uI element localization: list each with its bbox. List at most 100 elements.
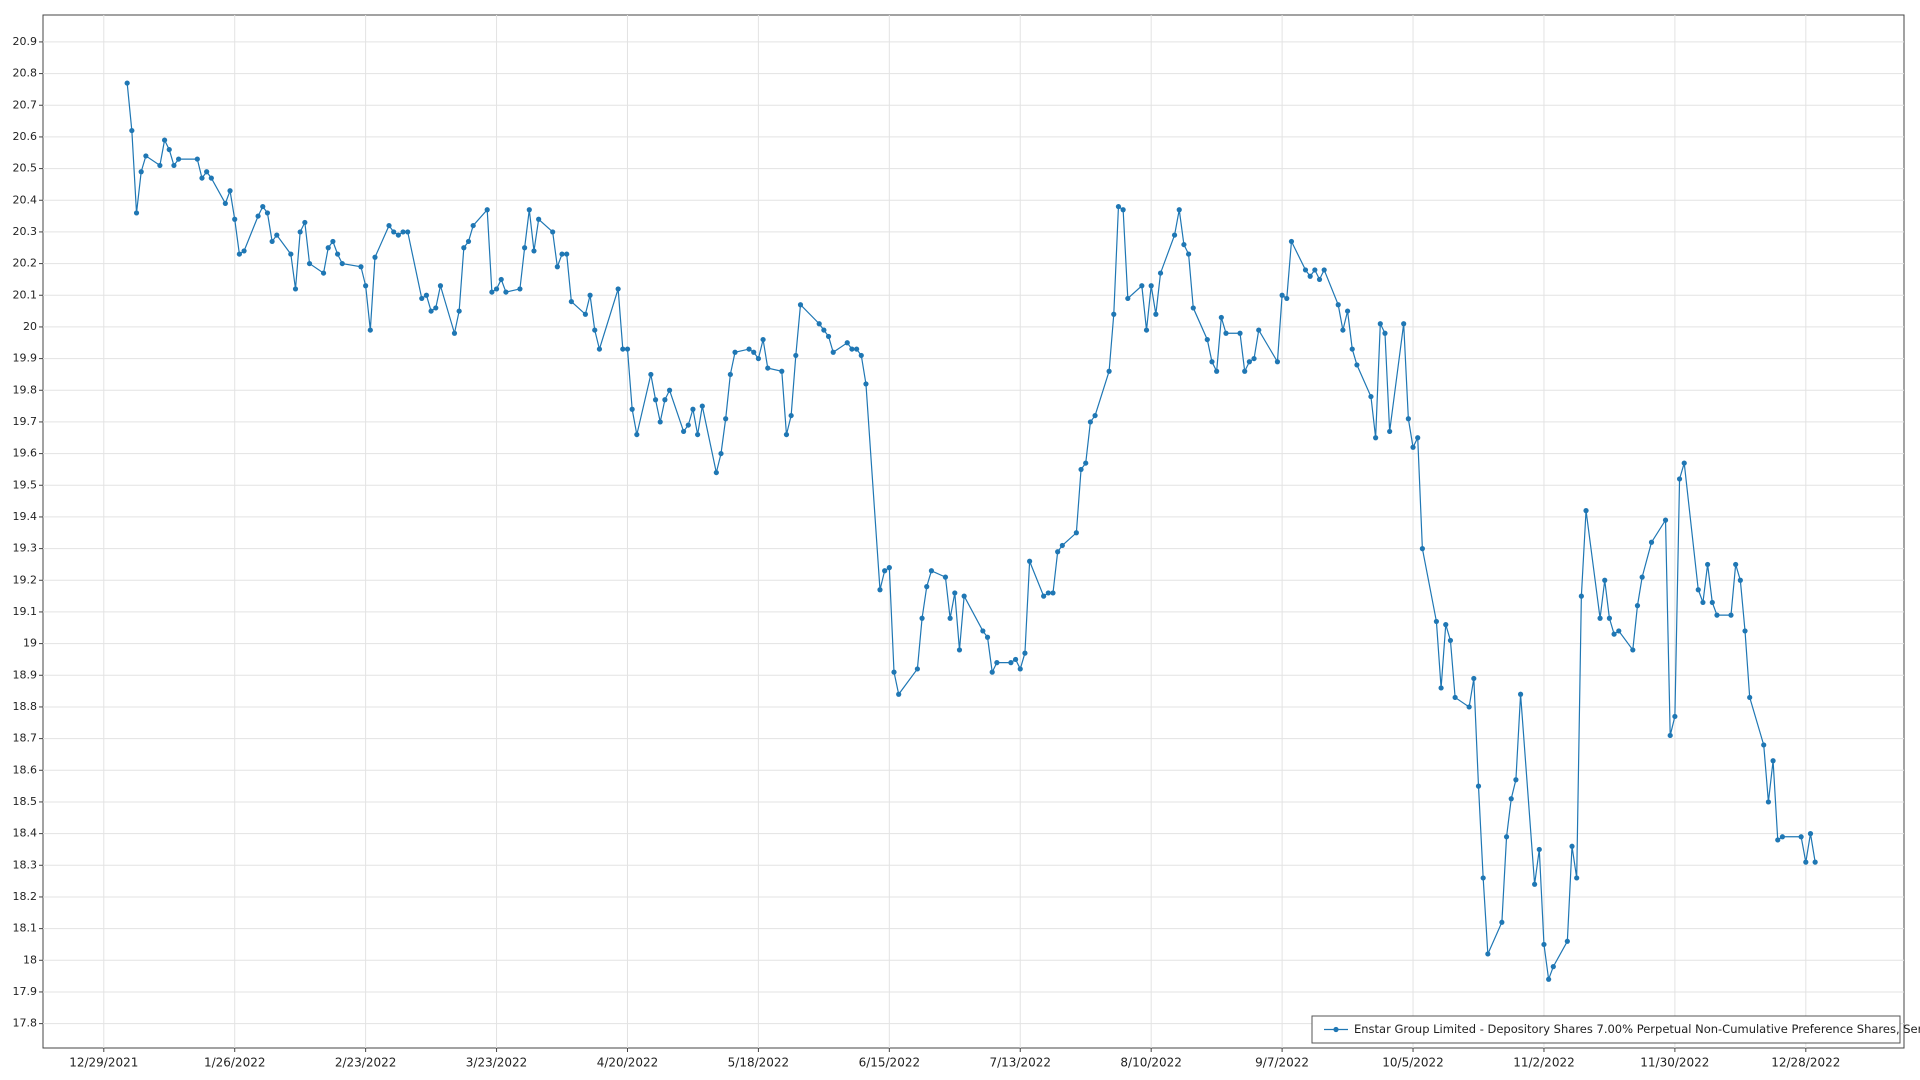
data-point bbox=[1373, 435, 1379, 441]
data-point bbox=[1639, 574, 1645, 580]
data-point bbox=[690, 406, 696, 412]
data-point bbox=[372, 254, 378, 260]
data-point bbox=[765, 365, 771, 371]
y-tick-label: 19.3 bbox=[13, 542, 38, 555]
data-point bbox=[592, 327, 598, 333]
data-point bbox=[1139, 283, 1145, 289]
data-point bbox=[783, 431, 790, 438]
data-point bbox=[1480, 875, 1486, 881]
data-point bbox=[1368, 393, 1374, 400]
data-point bbox=[1321, 267, 1327, 273]
data-point bbox=[1012, 656, 1019, 663]
y-tick-label: 18.1 bbox=[13, 922, 38, 935]
data-point bbox=[1214, 368, 1220, 374]
data-point bbox=[554, 264, 560, 270]
data-point bbox=[956, 647, 963, 653]
data-point bbox=[1050, 590, 1056, 596]
y-tick-label: 18.4 bbox=[13, 827, 38, 840]
data-point bbox=[718, 450, 724, 457]
data-point bbox=[1312, 267, 1318, 273]
data-point bbox=[1705, 561, 1711, 568]
data-point bbox=[723, 416, 729, 422]
data-point bbox=[161, 137, 168, 143]
y-tick-label: 19.8 bbox=[13, 383, 38, 396]
data-point bbox=[1807, 831, 1814, 837]
data-point bbox=[685, 422, 691, 428]
data-point bbox=[1569, 843, 1575, 849]
y-tick-label: 20.8 bbox=[13, 67, 38, 80]
data-point bbox=[199, 175, 205, 181]
data-point bbox=[1302, 267, 1309, 273]
data-point bbox=[1092, 412, 1098, 419]
data-point bbox=[129, 127, 135, 134]
x-tick-label: 8/10/2022 bbox=[1120, 1056, 1182, 1070]
data-point bbox=[1616, 628, 1622, 634]
legend: Enstar Group Limited - Depository Shares… bbox=[1311, 1015, 1920, 1044]
data-point bbox=[1209, 359, 1215, 365]
data-point bbox=[854, 346, 860, 352]
data-point bbox=[227, 188, 233, 194]
data-point bbox=[1812, 859, 1818, 865]
data-point bbox=[1672, 713, 1678, 720]
data-point bbox=[1503, 834, 1510, 840]
data-point bbox=[1377, 321, 1383, 327]
data-point bbox=[1485, 951, 1491, 957]
data-point bbox=[1344, 308, 1351, 314]
data-point bbox=[1041, 593, 1047, 599]
data-point bbox=[746, 346, 752, 352]
data-point bbox=[493, 286, 500, 292]
x-tick-label: 3/23/2022 bbox=[466, 1056, 528, 1070]
x-tick-label: 9/7/2022 bbox=[1255, 1056, 1309, 1070]
data-point bbox=[1541, 941, 1547, 948]
data-point bbox=[1733, 561, 1739, 568]
data-point bbox=[1335, 302, 1341, 308]
data-point bbox=[204, 169, 210, 175]
data-point bbox=[1676, 476, 1683, 482]
data-point bbox=[751, 349, 757, 355]
data-point bbox=[695, 431, 701, 438]
data-point bbox=[657, 419, 663, 425]
data-point bbox=[652, 397, 659, 403]
data-point bbox=[1536, 846, 1542, 853]
data-point bbox=[330, 238, 336, 245]
data-point bbox=[1181, 241, 1187, 248]
data-point bbox=[503, 289, 509, 295]
data-point bbox=[928, 568, 935, 574]
data-point bbox=[699, 403, 705, 409]
data-point bbox=[891, 669, 897, 675]
data-point bbox=[648, 371, 654, 378]
x-tick-label: 12/28/2022 bbox=[1771, 1056, 1840, 1070]
y-tick-label: 20.3 bbox=[13, 225, 38, 238]
data-point bbox=[1611, 631, 1617, 637]
data-point bbox=[755, 355, 762, 362]
y-tick-label: 20.5 bbox=[13, 162, 38, 175]
data-point bbox=[863, 381, 869, 387]
data-point bbox=[143, 153, 149, 159]
data-point bbox=[1340, 327, 1346, 333]
data-point bbox=[1171, 232, 1178, 238]
data-point bbox=[274, 232, 280, 238]
data-point bbox=[1111, 311, 1117, 317]
data-point bbox=[942, 574, 949, 580]
data-point bbox=[1742, 628, 1748, 634]
data-point bbox=[830, 349, 836, 355]
data-point bbox=[1190, 305, 1196, 311]
data-point bbox=[255, 213, 261, 219]
data-point bbox=[395, 232, 401, 238]
y-tick-label: 19.4 bbox=[13, 510, 38, 523]
data-point bbox=[386, 222, 392, 229]
data-point bbox=[1223, 330, 1229, 336]
y-tick-label: 19.1 bbox=[13, 605, 38, 618]
data-point bbox=[124, 80, 130, 86]
data-point bbox=[363, 283, 369, 289]
data-point bbox=[1546, 976, 1552, 982]
data-point bbox=[924, 584, 930, 590]
data-point bbox=[531, 248, 537, 254]
data-point bbox=[400, 229, 406, 235]
data-point bbox=[1517, 691, 1524, 697]
data-point bbox=[484, 207, 490, 213]
data-point bbox=[1027, 558, 1033, 564]
data-point bbox=[405, 229, 411, 235]
data-point bbox=[428, 308, 434, 314]
data-point bbox=[793, 352, 799, 359]
